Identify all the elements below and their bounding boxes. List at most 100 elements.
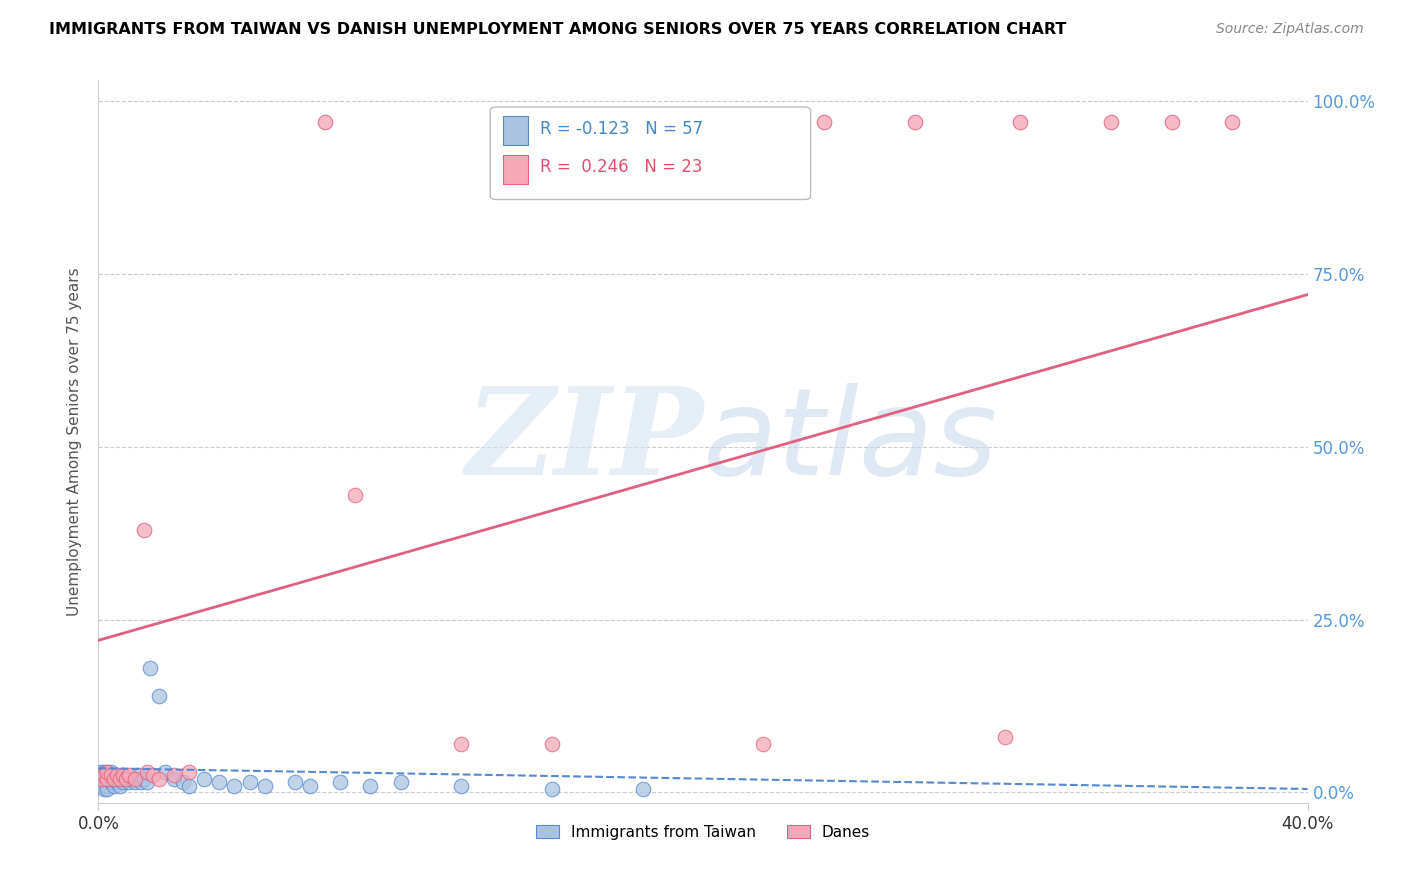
Point: [752, 737, 775, 751]
Point: [96, 772, 118, 786]
Text: IMMIGRANTS FROM TAIWAN VS DANISH UNEMPLOYMENT AMONG SENIORS OVER 75 YEARS CORREL: IMMIGRANTS FROM TAIWAN VS DANISH UNEMPLO…: [49, 22, 1067, 37]
Point: [93, 768, 115, 782]
Point: [142, 768, 165, 782]
Point: [148, 772, 170, 786]
Point: [135, 775, 157, 789]
Point: [111, 768, 134, 782]
Point: [127, 768, 149, 782]
Text: R = -0.123   N = 57: R = -0.123 N = 57: [540, 120, 703, 138]
Point: [193, 772, 215, 786]
Point: [163, 768, 186, 782]
Point: [344, 488, 367, 502]
Point: [124, 772, 146, 786]
Point: [904, 115, 927, 129]
Point: [707, 115, 730, 129]
Point: [132, 523, 155, 537]
Point: [118, 775, 141, 789]
Point: [132, 772, 155, 786]
Point: [118, 768, 141, 782]
Point: [114, 772, 136, 786]
Point: [93, 768, 115, 782]
Point: [100, 768, 122, 782]
Point: [93, 779, 115, 793]
Point: [90, 772, 112, 786]
Point: [813, 115, 835, 129]
Point: [135, 764, 157, 779]
Point: [108, 779, 131, 793]
Point: [96, 775, 118, 789]
Point: [96, 768, 118, 782]
Point: [389, 775, 412, 789]
Point: [124, 775, 146, 789]
Point: [90, 779, 112, 793]
Point: [540, 781, 562, 796]
Point: [93, 764, 115, 779]
Point: [314, 115, 336, 129]
Point: [93, 781, 115, 796]
Point: [105, 768, 128, 782]
Point: [108, 772, 131, 786]
Point: [114, 772, 136, 786]
Point: [111, 768, 134, 782]
Point: [96, 772, 118, 786]
Point: [108, 772, 131, 786]
Point: [93, 775, 115, 789]
Text: ZIP: ZIP: [465, 383, 703, 500]
Point: [172, 775, 194, 789]
Point: [139, 661, 162, 675]
Point: [96, 781, 118, 796]
Point: [103, 772, 125, 786]
Text: Source: ZipAtlas.com: Source: ZipAtlas.com: [1216, 22, 1364, 37]
Point: [148, 689, 170, 703]
Point: [90, 764, 112, 779]
Point: [586, 115, 609, 129]
Point: [96, 779, 118, 793]
Point: [1160, 115, 1182, 129]
Point: [224, 779, 246, 793]
Point: [89, 768, 111, 782]
Point: [103, 775, 125, 789]
Point: [284, 775, 307, 789]
Point: [179, 779, 201, 793]
Point: [96, 764, 118, 779]
Point: [360, 779, 382, 793]
Point: [994, 730, 1017, 744]
Point: [631, 781, 654, 796]
Point: [93, 772, 115, 786]
Point: [208, 775, 231, 789]
Y-axis label: Unemployment Among Seniors over 75 years: Unemployment Among Seniors over 75 years: [67, 268, 83, 615]
FancyBboxPatch shape: [503, 116, 527, 145]
Point: [103, 772, 125, 786]
Point: [163, 772, 186, 786]
Point: [90, 772, 112, 786]
Point: [100, 764, 122, 779]
Point: [100, 775, 122, 789]
Point: [129, 775, 152, 789]
Point: [1010, 115, 1032, 129]
Point: [100, 772, 122, 786]
Point: [111, 775, 134, 789]
Point: [100, 768, 122, 782]
Point: [1220, 115, 1243, 129]
FancyBboxPatch shape: [503, 154, 527, 184]
Point: [105, 775, 128, 789]
Legend: Immigrants from Taiwan, Danes: Immigrants from Taiwan, Danes: [530, 819, 876, 846]
Point: [1099, 115, 1122, 129]
Point: [153, 764, 176, 779]
Point: [450, 779, 472, 793]
Point: [450, 737, 472, 751]
Point: [96, 764, 118, 779]
Point: [90, 775, 112, 789]
Point: [239, 775, 262, 789]
Text: atlas: atlas: [703, 383, 998, 500]
Point: [299, 779, 322, 793]
Point: [121, 772, 143, 786]
Point: [540, 737, 562, 751]
Point: [103, 779, 125, 793]
Point: [329, 775, 352, 789]
Point: [179, 764, 201, 779]
Text: R =  0.246   N = 23: R = 0.246 N = 23: [540, 158, 702, 176]
Point: [253, 779, 276, 793]
FancyBboxPatch shape: [491, 107, 811, 200]
Point: [105, 768, 128, 782]
